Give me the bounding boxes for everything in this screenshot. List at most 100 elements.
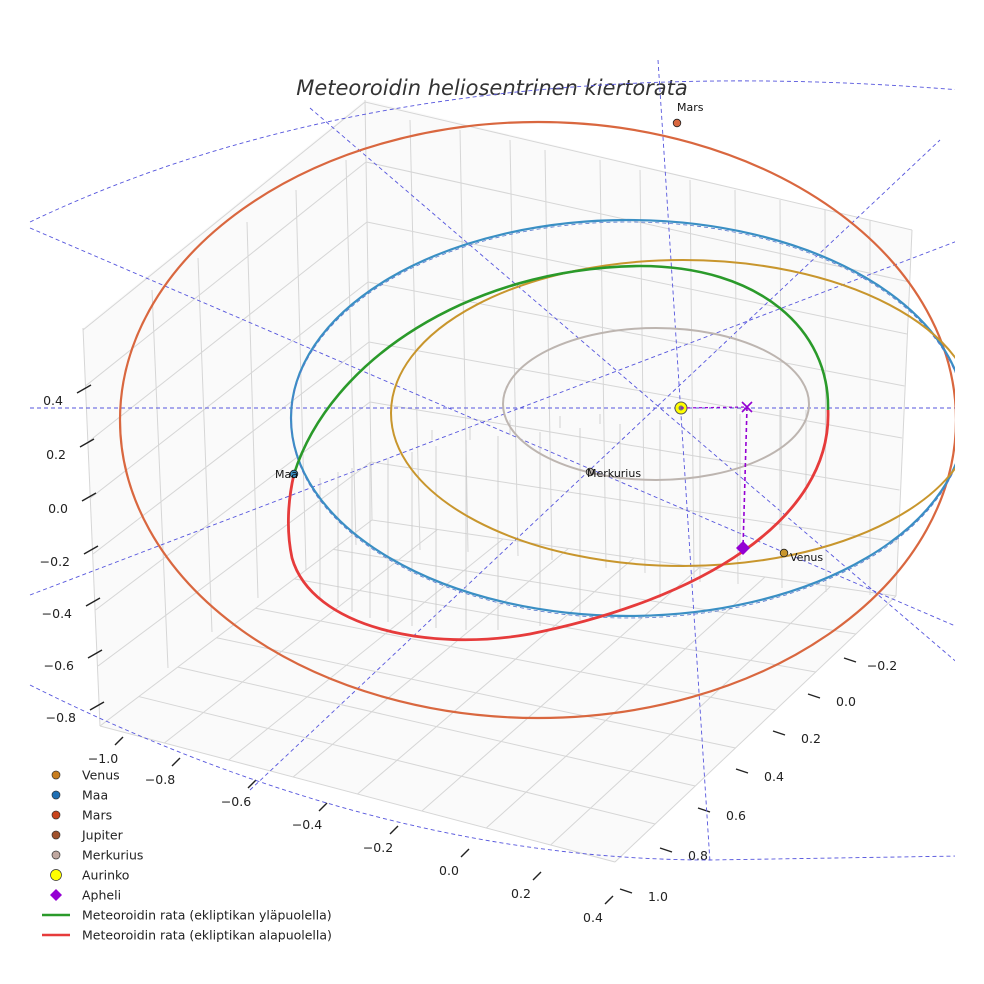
grid-line-floor <box>177 666 696 787</box>
x-axis: −1.0 −0.8 −0.6 −0.4 −0.2 0.0 0.2 0.4 <box>88 736 614 925</box>
x-tick-label: −1.0 <box>88 751 118 766</box>
grid-line-floor <box>216 637 736 749</box>
aphelion-drop-line <box>742 406 748 549</box>
z-tick-mark <box>83 545 99 555</box>
grid-line-horizontal <box>366 221 908 335</box>
grid-line-vertical <box>779 199 783 589</box>
ecliptic-reference-circle <box>29 684 955 861</box>
merkurius-marker <box>585 467 595 477</box>
grid-line-floor <box>485 576 766 829</box>
grid-line-vertical <box>639 169 646 574</box>
legend-label: Jupiter <box>81 828 124 843</box>
grid-line-floor <box>294 578 816 673</box>
mercury-orbit <box>502 327 810 481</box>
grid-line-vertical <box>689 179 695 579</box>
z-tick-label: −0.4 <box>42 606 72 621</box>
x-tick-label: 0.2 <box>511 886 531 901</box>
y-tick-mark <box>735 768 749 774</box>
grid-line-floor <box>357 557 635 795</box>
grid-layer <box>82 99 913 863</box>
grid-line-vertical <box>734 189 739 585</box>
grid-line-horizontal <box>370 461 898 543</box>
ecliptic-axis-line <box>249 139 941 791</box>
grid-line-vertical <box>824 209 827 593</box>
legend-circle-marker <box>51 770 61 780</box>
ecliptic-axis-line <box>29 227 955 627</box>
drop-lines <box>319 410 807 630</box>
legend-label: Venus <box>82 768 120 783</box>
orbits <box>119 120 955 720</box>
grid-line-floor <box>99 519 373 727</box>
grid-line-floor <box>614 595 897 863</box>
grid-line-vertical <box>345 159 357 546</box>
z-tick-mark <box>87 649 103 659</box>
y-tick-label: 0.8 <box>688 848 708 863</box>
x-tick-mark <box>604 895 614 905</box>
x-tick-mark <box>114 736 124 746</box>
grid-line-vertical <box>509 139 519 557</box>
y-tick-label: 0.0 <box>836 694 856 709</box>
legend-circle-marker <box>51 850 61 860</box>
x-tick-label: 0.0 <box>439 863 459 878</box>
x-tick-label: 0.4 <box>583 910 603 925</box>
y-tick-mark <box>697 807 711 813</box>
grid-line-vertical <box>459 129 469 553</box>
ecliptic-reference-lines <box>29 59 955 863</box>
ecliptic-axis-line <box>657 59 711 863</box>
grid-line-horizontal <box>97 461 372 667</box>
grid-line-vertical <box>599 159 607 569</box>
mars-label: Mars <box>677 101 704 114</box>
grid-line-horizontal <box>95 401 371 611</box>
venus-label: Venus <box>790 551 823 564</box>
grid-line-floor <box>138 696 656 825</box>
grid-line-vertical <box>82 327 101 727</box>
meteoroid-orbit-below <box>286 409 830 642</box>
grid-line-floor <box>164 529 438 744</box>
grid-line-floor <box>99 725 616 863</box>
venus-orbit <box>390 259 955 567</box>
z-tick-label: −0.8 <box>46 710 76 725</box>
z-tick-label: 0.2 <box>46 447 66 462</box>
grid-line-vertical <box>197 257 213 633</box>
legend-circle-marker <box>50 869 62 881</box>
grid-line-vertical <box>544 149 553 561</box>
z-tick-mark <box>85 597 101 607</box>
meteoroid-orbit-above <box>292 264 830 475</box>
legend-label: Meteoroidin rata (ekliptikan yläpuolella… <box>82 908 332 923</box>
legend-circle-marker <box>51 830 61 840</box>
grid-line-horizontal <box>368 341 903 439</box>
maa-label: Maa <box>275 468 298 481</box>
legend-circle-marker <box>51 810 61 820</box>
earth-orbit-dashed <box>290 221 955 619</box>
merkurius-label: Merkurius <box>587 467 641 480</box>
mars-orbit <box>119 120 955 720</box>
legend-circle-marker <box>51 790 61 800</box>
y-tick-mark <box>772 730 786 736</box>
venus-marker <box>779 548 789 558</box>
x-tick-label: −0.8 <box>145 772 175 787</box>
x-tick-mark <box>318 802 328 812</box>
x-tick-mark <box>389 825 399 835</box>
grid-line-vertical <box>295 189 307 571</box>
legend-label: Merkurius <box>82 848 143 863</box>
maa-marker <box>289 469 299 479</box>
grid-line-horizontal <box>369 401 900 491</box>
chart-title: Meteoroidin heliosentrinen kiertorata <box>296 76 688 100</box>
ecliptic-reference-circle <box>29 80 955 223</box>
grid-line-horizontal <box>364 101 913 231</box>
y-tick-mark <box>659 847 673 853</box>
x-tick-mark <box>460 848 470 858</box>
legend-label: Meteoroidin rata (ekliptikan alapuolella… <box>82 928 332 943</box>
grid-line-vertical <box>364 99 373 521</box>
grid-line-floor <box>292 548 569 778</box>
grid-line-horizontal <box>87 221 368 443</box>
x-tick-label: −0.4 <box>292 817 322 832</box>
legend-label: Mars <box>82 808 112 823</box>
markers: Venus Maa Mars Merkurius <box>275 101 823 564</box>
grid-line-horizontal <box>82 101 366 331</box>
x-tick-label: −0.6 <box>221 794 251 809</box>
grid-line-horizontal <box>367 281 905 387</box>
grid-line-vertical <box>246 221 259 599</box>
z-tick-label: 0.4 <box>43 393 63 408</box>
